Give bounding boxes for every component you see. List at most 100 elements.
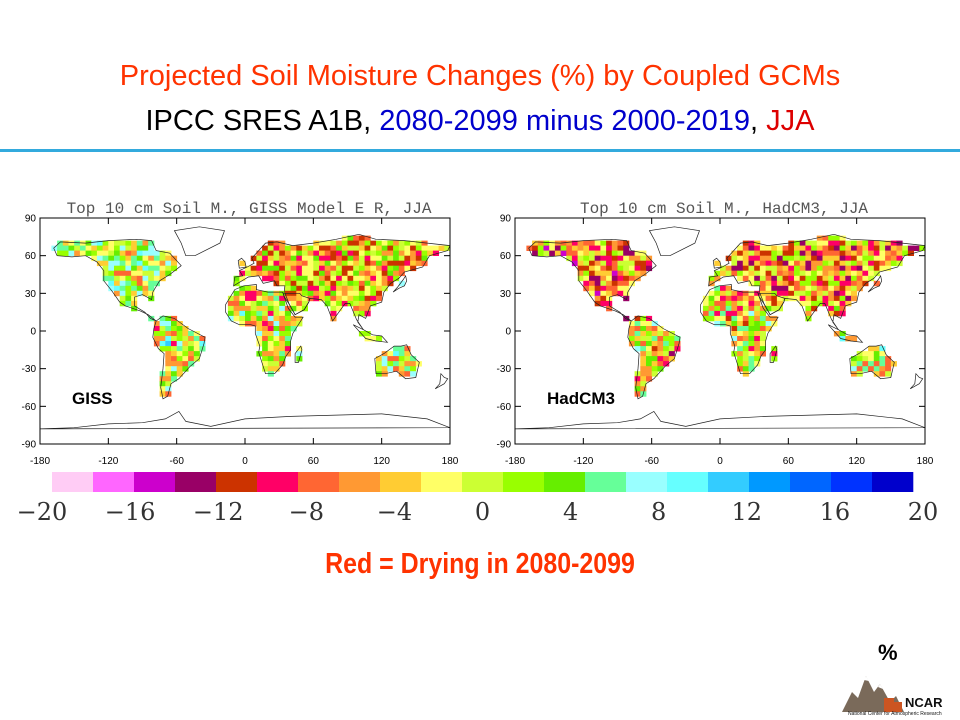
heatmap-cell [862, 265, 869, 272]
heatmap-cell [868, 250, 875, 256]
colorbar-swatch [872, 472, 914, 492]
heatmap-cell [91, 255, 98, 262]
heatmap-cell [341, 250, 348, 256]
heatmap-cell [577, 240, 584, 246]
heatmap-cell [851, 265, 858, 272]
heatmap-cell [606, 260, 613, 267]
colorbar-swatch [175, 472, 217, 492]
heatmap-cell [91, 245, 98, 251]
heatmap-cell [782, 275, 789, 282]
heatmap-cell [262, 295, 269, 302]
heatmap-cell [279, 245, 286, 251]
heatmap-cell [776, 270, 783, 277]
heatmap-cell [771, 275, 778, 282]
heatmap-cell [171, 341, 178, 347]
heatmap-cell [856, 351, 863, 357]
heatmap-cell [731, 295, 738, 302]
heatmap-cell [543, 250, 550, 256]
heatmap-cell [233, 275, 240, 282]
heatmap-cell [640, 331, 647, 337]
heatmap-cell [851, 336, 858, 342]
heatmap-cell [668, 351, 675, 357]
heatmap-cell [737, 361, 744, 367]
heatmap-cell [811, 240, 818, 246]
heatmap-cell [822, 270, 829, 277]
heatmap-cell [404, 351, 411, 357]
heatmap-cell [828, 275, 835, 282]
heatmap-cell [816, 255, 823, 262]
heatmap-cell [267, 270, 274, 277]
heatmap-cell [114, 265, 121, 272]
heatmap-cell [341, 265, 348, 272]
heatmap-cell [851, 275, 858, 282]
heatmap-cell [856, 250, 863, 256]
heatmap-cell [279, 341, 286, 347]
heatmap-cell [822, 285, 829, 292]
heatmap-cell [554, 250, 561, 256]
heatmap-cell [159, 386, 166, 392]
heatmap-cell [131, 250, 138, 256]
heatmap-cell [856, 285, 863, 292]
heatmap-cell [759, 280, 766, 287]
heatmap-cell [284, 331, 291, 337]
heatmap-cell [571, 240, 578, 246]
heatmap-cell [176, 371, 183, 377]
heatmap-cell [364, 260, 371, 267]
heatmap-cell [754, 300, 761, 307]
heatmap-cell [330, 315, 337, 322]
colorbar-tick-label: 12 [732, 498, 763, 526]
heatmap-cell [324, 290, 331, 297]
coastline-antarctica [39, 410, 451, 430]
heatmap-cell [62, 240, 69, 246]
heatmap-cell [879, 265, 886, 272]
heatmap-cell [873, 240, 880, 246]
heatmap-cell [902, 245, 909, 251]
heatmap-cell [165, 386, 172, 392]
heatmap-cell [290, 305, 297, 312]
heatmap-cell [634, 275, 641, 282]
heatmap-cell [108, 275, 115, 282]
heatmap-cell [606, 290, 613, 297]
heatmap-cell [748, 275, 755, 282]
heatmap-cell [290, 295, 297, 302]
heatmap-cell [102, 265, 109, 272]
heatmap-cell [708, 310, 715, 317]
colorbar-swatch [339, 472, 381, 492]
heatmap-cell [153, 341, 160, 347]
heatmap-cell [805, 265, 812, 272]
heatmap-cell [714, 275, 721, 282]
heatmap-cell [330, 250, 337, 256]
heatmap-cell [284, 346, 291, 352]
heatmap-cell [159, 265, 166, 272]
heatmap-cell [358, 300, 365, 307]
heatmap-cell [301, 270, 308, 277]
heatmap-cell [816, 285, 823, 292]
heatmap-cell [646, 321, 653, 327]
heatmap-cell [108, 250, 115, 256]
heatmap-cell [816, 290, 823, 297]
heatmap-cell [668, 346, 675, 352]
heatmap-cell [885, 245, 892, 251]
heatmap-cell [415, 250, 422, 256]
heatmap-cell [182, 336, 189, 342]
heatmap-cell [868, 366, 875, 372]
colorbar-tick-label: −12 [193, 498, 244, 526]
heatmap-cell [742, 351, 749, 357]
heatmap-cell [119, 250, 126, 256]
heatmap-cell [96, 250, 103, 256]
heatmap-cell [714, 295, 721, 302]
heatmap-cell [646, 361, 653, 367]
heatmap-cell [634, 391, 641, 397]
heatmap-cell [142, 250, 149, 256]
heatmap-cell [725, 290, 732, 297]
heatmap-cell [651, 366, 658, 372]
heatmap-cell [714, 300, 721, 307]
heatmap-cell [381, 361, 388, 367]
heatmap-cell [171, 260, 178, 267]
heatmap-cell [404, 371, 411, 377]
heatmap-cell [336, 305, 343, 312]
heatmap-cell [57, 250, 64, 256]
heatmap-cell [799, 280, 806, 287]
heatmap-cell [336, 245, 343, 251]
heatmap-cell [737, 290, 744, 297]
